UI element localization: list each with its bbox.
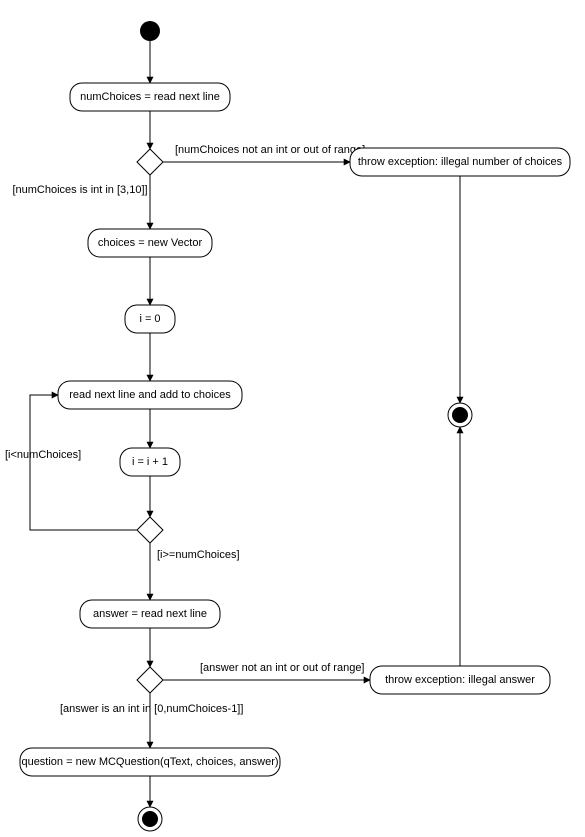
final-node-inner: [452, 407, 468, 423]
action-label: throw exception: illegal number of choic…: [358, 156, 563, 168]
guard-label: [answer is an int in [0,numChoices-1]]: [60, 703, 243, 715]
action-label: throw exception: illegal answer: [385, 674, 535, 686]
decision-node: [137, 149, 163, 175]
action-label: i = 0: [139, 313, 160, 325]
decision-node: [137, 517, 163, 543]
decision-node: [137, 667, 163, 693]
action-label: i = i + 1: [132, 456, 168, 468]
action-label: question = new MCQuestion(qText, choices…: [21, 756, 278, 768]
guard-label: [i<numChoices]: [5, 449, 81, 461]
action-label: numChoices = read next line: [80, 91, 220, 103]
action-label: read next line and add to choices: [69, 389, 231, 401]
guard-label: [numChoices not an int or out of range]: [175, 144, 365, 156]
final-node-inner: [142, 811, 158, 827]
guard-label: [answer not an int or out of range]: [200, 662, 365, 674]
activity-diagram: [numChoices not an int or out of range] […: [0, 0, 585, 837]
guard-label: [i>=numChoices]: [157, 549, 240, 561]
action-label: answer = read next line: [93, 608, 207, 620]
guard-label: [numChoices is int in [3,10]]: [12, 184, 147, 196]
action-label: choices = new Vector: [98, 237, 203, 249]
initial-node: [140, 21, 160, 41]
